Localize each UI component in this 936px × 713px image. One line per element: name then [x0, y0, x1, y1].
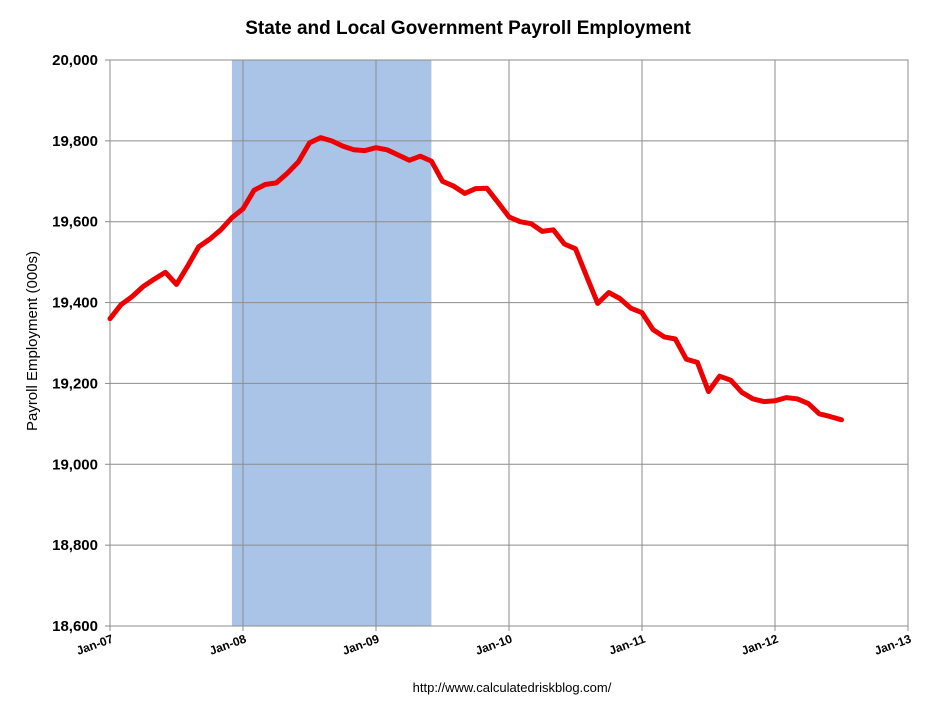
data-point — [153, 278, 155, 280]
data-point — [297, 161, 299, 163]
data-point — [209, 238, 211, 240]
data-point — [841, 419, 842, 421]
data-point — [575, 248, 576, 250]
x-axis-ticks: Jan-07 Jan-08 Jan-09 Jan-10 Jan-11 Jan-12 Jan-… — [75, 626, 914, 658]
data-point — [375, 147, 377, 149]
data-point — [231, 217, 233, 219]
data-point — [774, 400, 776, 402]
data-point — [320, 137, 322, 139]
data-point — [530, 223, 532, 225]
data-point — [475, 188, 477, 190]
data-point — [430, 160, 432, 162]
data-point — [353, 149, 355, 151]
data-point — [497, 201, 499, 203]
y-tick-label: 18,800 — [52, 537, 98, 554]
data-point — [453, 185, 455, 187]
x-tick-label: Jan-12 — [740, 632, 781, 658]
data-point — [342, 145, 344, 147]
data-point — [730, 379, 732, 381]
data-point — [796, 398, 798, 400]
data-point — [253, 189, 255, 191]
recession-band — [231, 60, 432, 626]
source-url: http://www.calculatedriskblog.com/ — [413, 680, 612, 695]
data-point — [264, 184, 266, 185]
data-point — [719, 375, 721, 377]
data-point — [364, 150, 366, 152]
y-tick-label: 18,600 — [52, 618, 98, 635]
data-point — [275, 182, 277, 184]
x-tick-label: Jan-07 — [75, 632, 116, 658]
data-point — [464, 192, 466, 194]
data-point — [242, 208, 244, 210]
data-point — [563, 243, 565, 245]
data-point — [597, 302, 599, 304]
data-point — [486, 187, 488, 189]
y-axis-ticks: 20,000 19,800 19,600 19,400 19,200 19,000 18,8… — [52, 52, 110, 635]
data-point — [131, 296, 133, 297]
y-tick-label: 19,800 — [52, 133, 98, 150]
data-point — [763, 401, 765, 403]
data-point — [508, 216, 510, 218]
data-point — [164, 271, 166, 273]
data-point — [408, 159, 410, 161]
data-point — [142, 285, 144, 287]
data-point — [741, 391, 743, 393]
data-point — [541, 230, 543, 232]
chart-title: State and Local Government Payroll Emplo… — [245, 18, 691, 39]
data-point — [663, 336, 665, 338]
data-point — [442, 180, 443, 182]
data-point — [586, 275, 588, 277]
data-point — [220, 229, 222, 231]
y-tick-label: 20,000 — [52, 52, 98, 69]
data-point — [641, 312, 643, 314]
x-tick-label: Jan-11 — [607, 632, 647, 658]
data-point — [552, 229, 554, 231]
data-point — [630, 307, 632, 309]
data-point — [187, 265, 189, 267]
data-point — [807, 403, 809, 405]
data-point — [109, 318, 111, 320]
data-point — [829, 416, 831, 418]
data-point — [286, 172, 288, 174]
data-point — [608, 292, 610, 293]
data-point — [696, 361, 698, 363]
data-point — [785, 397, 787, 399]
y-axis-label: Payroll Employment (000s) — [24, 251, 41, 431]
y-tick-label: 19,200 — [52, 375, 98, 392]
data-point — [674, 338, 676, 340]
data-point — [176, 283, 177, 285]
data-point — [397, 154, 399, 156]
x-tick-label: Jan-13 — [873, 632, 914, 658]
data-point — [198, 246, 200, 248]
data-point — [619, 298, 621, 299]
series-line-group — [107, 135, 844, 423]
y-tick-label: 19,000 — [52, 456, 98, 473]
x-tick-label: Jan-09 — [341, 632, 382, 658]
data-point — [652, 329, 654, 331]
data-point — [309, 142, 310, 144]
y-tick-label: 19,600 — [52, 214, 98, 231]
data-point — [708, 391, 709, 392]
data-point — [818, 413, 820, 415]
data-point — [331, 140, 333, 142]
data-point — [685, 358, 687, 360]
x-tick-label: Jan-08 — [208, 632, 249, 658]
data-point — [752, 398, 754, 400]
data-point — [120, 304, 122, 306]
y-tick-label: 19,400 — [52, 295, 98, 312]
recession-shading — [231, 60, 432, 626]
data-point — [419, 155, 421, 157]
data-point — [519, 221, 521, 223]
x-tick-label: Jan-10 — [474, 632, 515, 658]
data-point — [386, 149, 388, 151]
